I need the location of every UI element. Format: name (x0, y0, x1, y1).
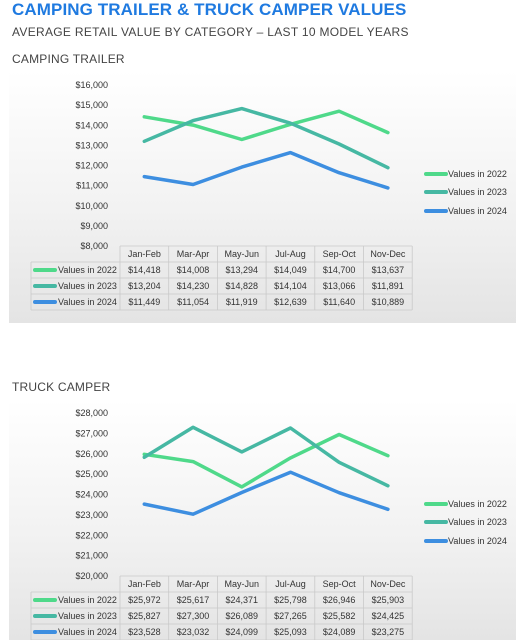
page-subtitle: AVERAGE RETAIL VALUE BY CATEGORY – LAST … (12, 25, 409, 39)
table-row-label: Values in 2022 (58, 595, 117, 605)
chart-title-truck-camper: TRUCK CAMPER (12, 380, 111, 394)
y-tick-label: $14,000 (75, 120, 108, 130)
chart-truck-camper: $20,000 $21,000 $22,000 $23,000 $24,000 $25,0… (30, 408, 507, 640)
y-tick-label: $21,000 (75, 551, 108, 561)
legend-label: Values in 2023 (448, 187, 507, 197)
table-row-label: Values in 2024 (58, 297, 117, 307)
table-cell-value: $14,104 (274, 281, 307, 291)
table-cell-value: $24,099 (225, 627, 258, 637)
table-cell-value: $12,639 (274, 297, 307, 307)
y-tick-label: $28,000 (75, 408, 108, 418)
legend-label: Values in 2024 (448, 536, 507, 546)
table-cell-value: $13,066 (323, 281, 356, 291)
series-line-values-in-2024 (142, 150, 390, 190)
x-category-label: Nov-Dec (370, 249, 406, 259)
table-cell-value: $24,371 (225, 595, 258, 605)
table-cell-value: $14,049 (274, 265, 307, 275)
table-cell-value: $25,827 (128, 611, 161, 621)
x-category-label: Mar-Apr (177, 579, 210, 589)
y-tick-label: $24,000 (75, 490, 108, 500)
legend-label: Values in 2024 (448, 206, 507, 216)
table-cell-value: $11,449 (128, 297, 160, 307)
chart-panel-truck-camper: $20,000 $21,000 $22,000 $23,000 $24,000 $25,0… (9, 400, 516, 640)
table-row-label: Values in 2024 (58, 627, 117, 637)
x-category-label: Jul-Aug (275, 579, 306, 589)
table-cell-value: $25,093 (274, 627, 307, 637)
x-category-label: Mar-Apr (177, 249, 210, 259)
table-cell-value: $25,617 (177, 595, 210, 605)
table-cell-value: $11,919 (226, 297, 258, 307)
x-category-label: Sep-Oct (323, 249, 357, 259)
y-tick-label: $8,000 (80, 241, 108, 251)
table-cell-value: $11,054 (177, 297, 209, 307)
table-cell-value: $11,640 (323, 297, 355, 307)
table-row-label: Values in 2022 (58, 265, 117, 275)
table-cell-value: $14,700 (323, 265, 356, 275)
y-tick-label: $15,000 (75, 100, 108, 110)
legend-label: Values in 2022 (448, 169, 507, 179)
chart-title-camping-trailer: CAMPING TRAILER (12, 52, 125, 66)
table-cell-value: $24,425 (372, 611, 405, 621)
table-cell-value: $23,275 (372, 627, 405, 637)
y-tick-label: $10,000 (75, 201, 108, 211)
table-cell-value: $24,089 (323, 627, 356, 637)
y-tick-label: $22,000 (75, 530, 108, 540)
table-cell-value: $11,891 (372, 281, 404, 291)
y-tick-label: $13,000 (75, 140, 108, 150)
legend-label: Values in 2022 (448, 499, 507, 509)
table-cell-value: $25,798 (274, 595, 307, 605)
x-category-label: Jan-Feb (128, 249, 161, 259)
y-tick-label: $11,000 (76, 181, 108, 191)
table-cell-value: $14,828 (225, 281, 258, 291)
series-line-values-in-2023 (142, 106, 390, 170)
x-category-label: May-Jun (224, 249, 259, 259)
legend-label: Values in 2023 (448, 517, 507, 527)
table-cell-value: $13,637 (372, 265, 405, 275)
x-category-label: May-Jun (224, 579, 259, 589)
table-cell-value: $25,582 (323, 611, 356, 621)
table-cell-value: $27,265 (274, 611, 307, 621)
series-line-values-in-2024 (142, 470, 390, 516)
table-cell-value: $13,204 (128, 281, 161, 291)
chart-camping-trailer: $8,000 $9,000 $10,000 $11,000 $12,000 $13,000… (30, 80, 507, 311)
y-tick-label: $25,000 (75, 469, 108, 479)
series-line-values-in-2022 (142, 432, 390, 489)
y-tick-label: $9,000 (80, 221, 108, 231)
table-row-label: Values in 2023 (58, 281, 117, 291)
page-title: CAMPING TRAILER & TRUCK CAMPER VALUES (12, 0, 407, 19)
table-cell-value: $26,089 (225, 611, 258, 621)
series-line-values-in-2023 (142, 425, 390, 488)
table-cell-value: $23,032 (177, 627, 210, 637)
y-tick-label: $23,000 (75, 510, 108, 520)
table-cell-value: $25,903 (372, 595, 405, 605)
table-cell-value: $14,418 (128, 265, 161, 275)
table-cell-value: $26,946 (323, 595, 356, 605)
y-tick-label: $12,000 (75, 161, 108, 171)
x-category-label: Sep-Oct (323, 579, 357, 589)
x-category-label: Nov-Dec (370, 579, 406, 589)
y-tick-label: $26,000 (75, 449, 108, 459)
y-tick-label: $16,000 (75, 80, 108, 90)
table-cell-value: $25,972 (128, 595, 161, 605)
table-cell-value: $10,889 (372, 297, 405, 307)
x-category-label: Jul-Aug (275, 249, 306, 259)
x-category-label: Jan-Feb (128, 579, 161, 589)
table-cell-value: $23,528 (128, 627, 161, 637)
chart-panel-camping-trailer: $8,000 $9,000 $10,000 $11,000 $12,000 $13,000… (9, 70, 516, 323)
table-cell-value: $13,294 (225, 265, 258, 275)
y-tick-label: $27,000 (75, 428, 108, 438)
table-cell-value: $14,230 (177, 281, 210, 291)
table-cell-value: $27,300 (177, 611, 210, 621)
table-cell-value: $14,008 (177, 265, 210, 275)
table-row-label: Values in 2023 (58, 611, 117, 621)
y-tick-label: $20,000 (75, 571, 108, 581)
